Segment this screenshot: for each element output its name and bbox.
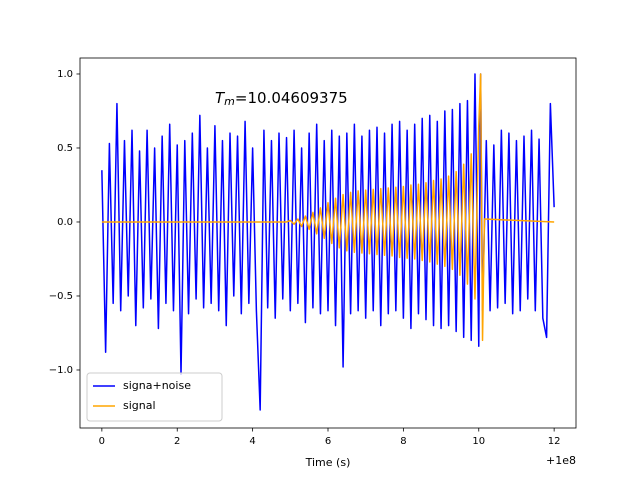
y-tick-label: −1.0 [49,365,73,376]
legend-label: signa+noise [123,379,191,392]
y-tick-label: 0.5 [57,143,73,154]
annotation: Tm=10.04609375 [215,89,348,109]
annotation-subscript: m [224,95,235,108]
annotation-symbol: T [215,89,226,107]
x-tick-label: 4 [249,436,255,447]
x-offset-label: +1e8 [546,454,576,467]
y-tick-label: 1.0 [57,69,73,80]
x-tick-label: 2 [174,436,180,447]
annotation-text: =10.04609375 [235,89,348,107]
data-line [101,73,555,342]
legend-box [86,372,223,422]
legend-label: signal [123,399,156,412]
x-tick-label: 12 [548,436,561,447]
x-tick-label: 8 [400,436,406,447]
x-axis-label: Time (s) [305,456,351,469]
x-tick-label: 10 [472,436,485,447]
y-tick-label: −0.5 [49,291,73,302]
x-tick-label: 0 [99,436,105,447]
x-tick-label: 6 [325,436,331,447]
y-tick-label: 0.0 [57,217,73,228]
